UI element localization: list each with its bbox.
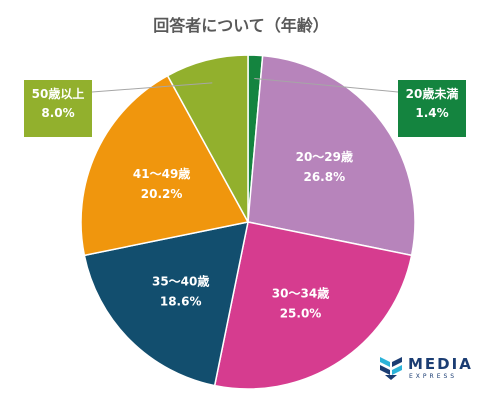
logo-wordmark: MEDIA (408, 355, 473, 373)
slice-category-label-3: 35～40歳 (152, 273, 209, 288)
pie-slice-3 (83, 221, 249, 387)
callout-under-20: 20歳未満 1.4% (398, 80, 466, 137)
leader-line-5 (91, 82, 213, 93)
pie-slice-2 (213, 221, 413, 390)
callout-under-20-category: 20歳未満 (405, 87, 459, 101)
pie-slice-1 (247, 54, 416, 257)
slice-value-label-2: 25.0% (280, 306, 322, 320)
slice-category-label-4: 41～49歳 (133, 166, 190, 181)
slice-value-label-4: 20.2% (141, 187, 183, 201)
callout-50-plus-value: 8.0% (41, 106, 75, 120)
slice-category-label-1: 20～29歳 (296, 149, 353, 164)
media-express-logo-icon (380, 357, 402, 380)
callout-under-20-value: 1.4% (415, 106, 449, 120)
pie-slice-5 (166, 54, 249, 223)
slice-value-label-1: 26.8% (303, 170, 345, 184)
slice-value-label-3: 18.6% (160, 294, 202, 308)
leader-line-0 (254, 78, 399, 93)
chart-title: 回答者について（年齢） (153, 16, 329, 35)
slice-category-label-2: 30～34歳 (272, 285, 329, 300)
callout-50-plus: 50歳以上 8.0% (24, 80, 92, 137)
callout-50-plus-category: 50歳以上 (31, 87, 85, 101)
media-express-logo: MEDIA EXPRESS (376, 353, 476, 385)
logo-subtext: EXPRESS (409, 373, 458, 380)
pie-slice-4 (80, 74, 250, 257)
